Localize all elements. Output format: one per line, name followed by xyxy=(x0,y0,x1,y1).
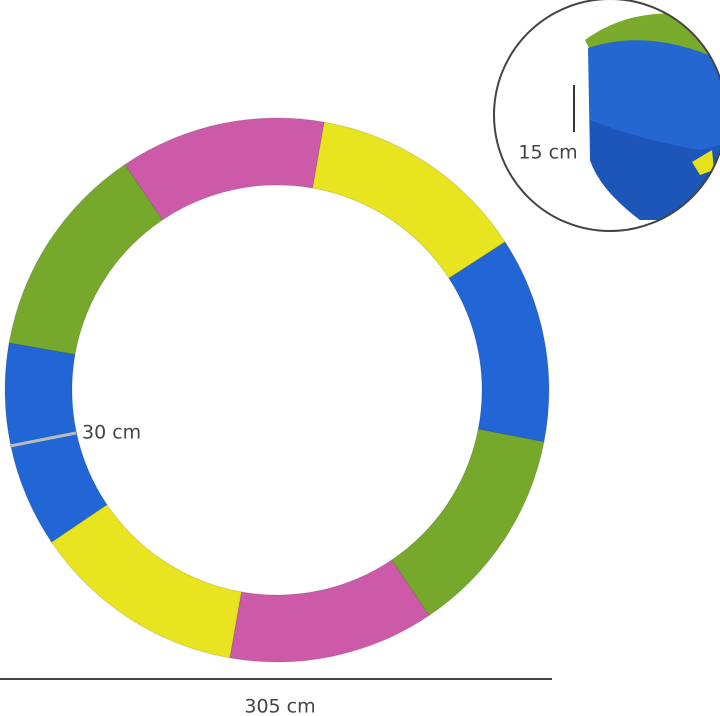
ring xyxy=(4,117,550,663)
inset-frame xyxy=(493,0,720,232)
seam xyxy=(9,431,77,448)
pad-segment xyxy=(448,241,550,443)
pad-segment xyxy=(124,117,325,221)
pad-segment xyxy=(312,121,506,279)
pad-segment xyxy=(390,428,545,617)
inset-detail xyxy=(494,0,720,231)
width-label: 30 cm xyxy=(82,422,141,444)
diameter-label: 305 cm xyxy=(244,696,315,716)
height-label: 15 cm xyxy=(518,142,577,164)
pad-segment xyxy=(50,503,242,659)
pad-segment xyxy=(8,163,164,355)
pad-segment xyxy=(229,559,430,663)
